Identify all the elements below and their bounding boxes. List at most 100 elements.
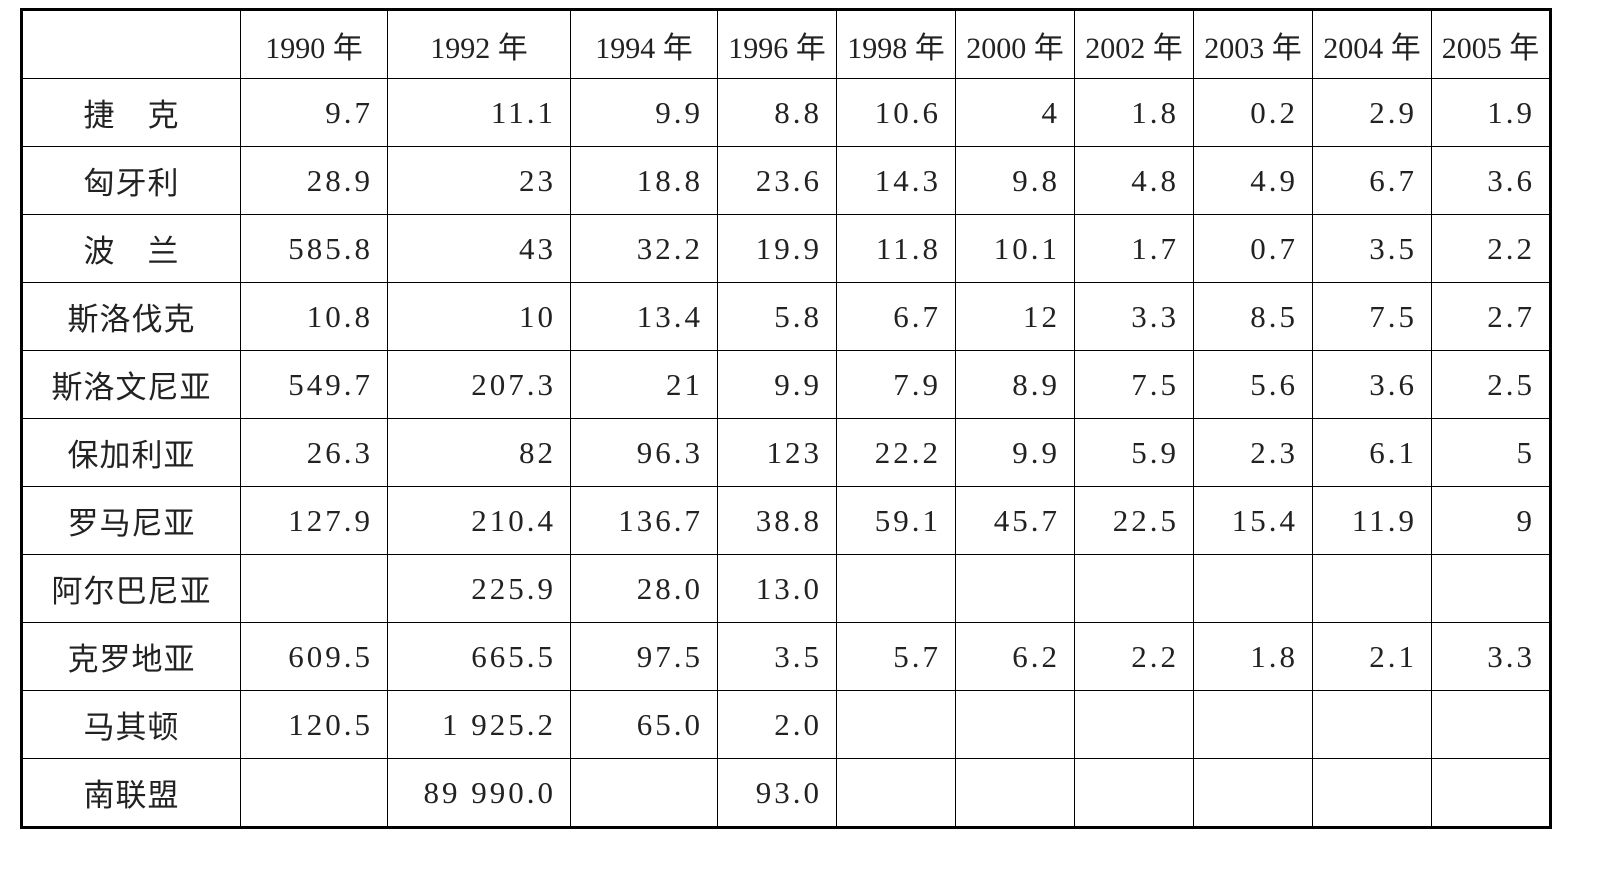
table-cell: 38.8 bbox=[717, 486, 837, 555]
table-cell: 10 bbox=[387, 282, 571, 351]
data-table: 1990 年 1992 年 1994 年 1996 年 1998 年 2000 年 2002… bbox=[20, 8, 1552, 829]
table-cell: 123 bbox=[717, 418, 837, 487]
table-cell: 11.1 bbox=[387, 78, 571, 147]
table-row: 斯洛文尼亚 549.7 207.3 21 9.9 7.9 8.9 7.5 5.6 3.6 2.5 bbox=[21, 350, 1551, 419]
header-cell bbox=[21, 9, 241, 79]
table-cell: 9.8 bbox=[955, 146, 1075, 215]
table-cell: 11.8 bbox=[836, 214, 956, 283]
table-cell: 3.3 bbox=[1074, 282, 1194, 351]
table-cell: 43 bbox=[387, 214, 571, 283]
table-cell: 2.7 bbox=[1431, 282, 1551, 351]
table-cell: 3.5 bbox=[717, 622, 837, 691]
table-cell: 6.7 bbox=[1312, 146, 1432, 215]
table-cell: 14.3 bbox=[836, 146, 956, 215]
table-cell: 13.0 bbox=[717, 554, 837, 623]
row-label: 克罗地亚 bbox=[21, 622, 241, 691]
header-cell: 1990 年 bbox=[240, 9, 388, 79]
table-cell: 210.4 bbox=[387, 486, 571, 555]
table-cell: 127.9 bbox=[240, 486, 388, 555]
row-label: 保加利亚 bbox=[21, 418, 241, 487]
table-cell: 13.4 bbox=[570, 282, 718, 351]
table-cell bbox=[1193, 554, 1313, 623]
table-cell: 45.7 bbox=[955, 486, 1075, 555]
table-cell: 1.9 bbox=[1431, 78, 1551, 147]
row-label: 罗马尼亚 bbox=[21, 486, 241, 555]
table-cell: 32.2 bbox=[570, 214, 718, 283]
table-cell: 207.3 bbox=[387, 350, 571, 419]
table-cell: 10.1 bbox=[955, 214, 1075, 283]
header-cell: 2002 年 bbox=[1074, 9, 1194, 79]
table-cell: 9 bbox=[1431, 486, 1551, 555]
table-cell: 15.4 bbox=[1193, 486, 1313, 555]
table-cell: 1.8 bbox=[1074, 78, 1194, 147]
table-row: 捷 克 9.7 11.1 9.9 8.8 10.6 4 1.8 0.2 2.9 1.9 bbox=[21, 78, 1551, 147]
table-row: 阿尔巴尼亚 225.9 28.0 13.0 bbox=[21, 554, 1551, 623]
table-cell: 120.5 bbox=[240, 690, 388, 759]
table-cell: 23 bbox=[387, 146, 571, 215]
table-cell: 65.0 bbox=[570, 690, 718, 759]
table-cell: 8.9 bbox=[955, 350, 1075, 419]
table-cell: 89 990.0 bbox=[387, 758, 571, 828]
table-cell bbox=[240, 554, 388, 623]
table-cell bbox=[240, 758, 388, 828]
table-cell: 7.5 bbox=[1074, 350, 1194, 419]
table-cell bbox=[955, 758, 1075, 828]
header-cell: 1998 年 bbox=[836, 9, 956, 79]
table-cell bbox=[1074, 554, 1194, 623]
table-cell: 9.9 bbox=[955, 418, 1075, 487]
table-cell: 59.1 bbox=[836, 486, 956, 555]
table-cell: 5.8 bbox=[717, 282, 837, 351]
header-cell: 1996 年 bbox=[717, 9, 837, 79]
table-cell: 22.2 bbox=[836, 418, 956, 487]
table-cell: 4.9 bbox=[1193, 146, 1313, 215]
table-cell: 8.8 bbox=[717, 78, 837, 147]
table-cell bbox=[836, 758, 956, 828]
table-cell bbox=[1074, 758, 1194, 828]
row-label: 匈牙利 bbox=[21, 146, 241, 215]
table-cell: 12 bbox=[955, 282, 1075, 351]
table-row: 保加利亚 26.3 82 96.3 123 22.2 9.9 5.9 2.3 6.1 5 bbox=[21, 418, 1551, 487]
table-cell bbox=[1431, 554, 1551, 623]
table-cell: 2.2 bbox=[1074, 622, 1194, 691]
table-row: 罗马尼亚 127.9 210.4 136.7 38.8 59.1 45.7 22.5 15.4 1… bbox=[21, 486, 1551, 555]
table-cell: 0.7 bbox=[1193, 214, 1313, 283]
table-cell: 6.2 bbox=[955, 622, 1075, 691]
table-cell: 19.9 bbox=[717, 214, 837, 283]
table-cell: 96.3 bbox=[570, 418, 718, 487]
table-cell: 4.8 bbox=[1074, 146, 1194, 215]
header-cell: 1994 年 bbox=[570, 9, 718, 79]
table-cell: 4 bbox=[955, 78, 1075, 147]
table-cell: 21 bbox=[570, 350, 718, 419]
table-cell: 3.6 bbox=[1431, 146, 1551, 215]
row-label: 斯洛文尼亚 bbox=[21, 350, 241, 419]
table-row: 克罗地亚 609.5 665.5 97.5 3.5 5.7 6.2 2.2 1.8 2.1 3.3 bbox=[21, 622, 1551, 691]
table-cell: 28.0 bbox=[570, 554, 718, 623]
table-cell bbox=[1074, 690, 1194, 759]
table-row: 匈牙利 28.9 23 18.8 23.6 14.3 9.8 4.8 4.9 6.7 3.6 bbox=[21, 146, 1551, 215]
table-cell bbox=[1193, 758, 1313, 828]
table-cell bbox=[1431, 758, 1551, 828]
table-cell: 8.5 bbox=[1193, 282, 1313, 351]
table-cell: 18.8 bbox=[570, 146, 718, 215]
table-cell bbox=[1312, 758, 1432, 828]
header-cell: 1992 年 bbox=[387, 9, 571, 79]
row-label: 马其顿 bbox=[21, 690, 241, 759]
table-cell: 1 925.2 bbox=[387, 690, 571, 759]
table-cell: 93.0 bbox=[717, 758, 837, 828]
table-cell bbox=[1312, 690, 1432, 759]
header-cell: 2003 年 bbox=[1193, 9, 1313, 79]
table-cell: 22.5 bbox=[1074, 486, 1194, 555]
table-cell bbox=[1312, 554, 1432, 623]
table-cell: 2.5 bbox=[1431, 350, 1551, 419]
table-cell: 665.5 bbox=[387, 622, 571, 691]
table-cell: 11.9 bbox=[1312, 486, 1432, 555]
table-cell: 97.5 bbox=[570, 622, 718, 691]
table-row: 波 兰 585.8 43 32.2 19.9 11.8 10.1 1.7 0.7 3.5 2.2 bbox=[21, 214, 1551, 283]
table-cell: 1.8 bbox=[1193, 622, 1313, 691]
table-cell: 549.7 bbox=[240, 350, 388, 419]
table-row: 南联盟 89 990.0 93.0 bbox=[21, 758, 1551, 828]
table-cell bbox=[836, 690, 956, 759]
table-cell bbox=[955, 690, 1075, 759]
table-cell: 5.6 bbox=[1193, 350, 1313, 419]
